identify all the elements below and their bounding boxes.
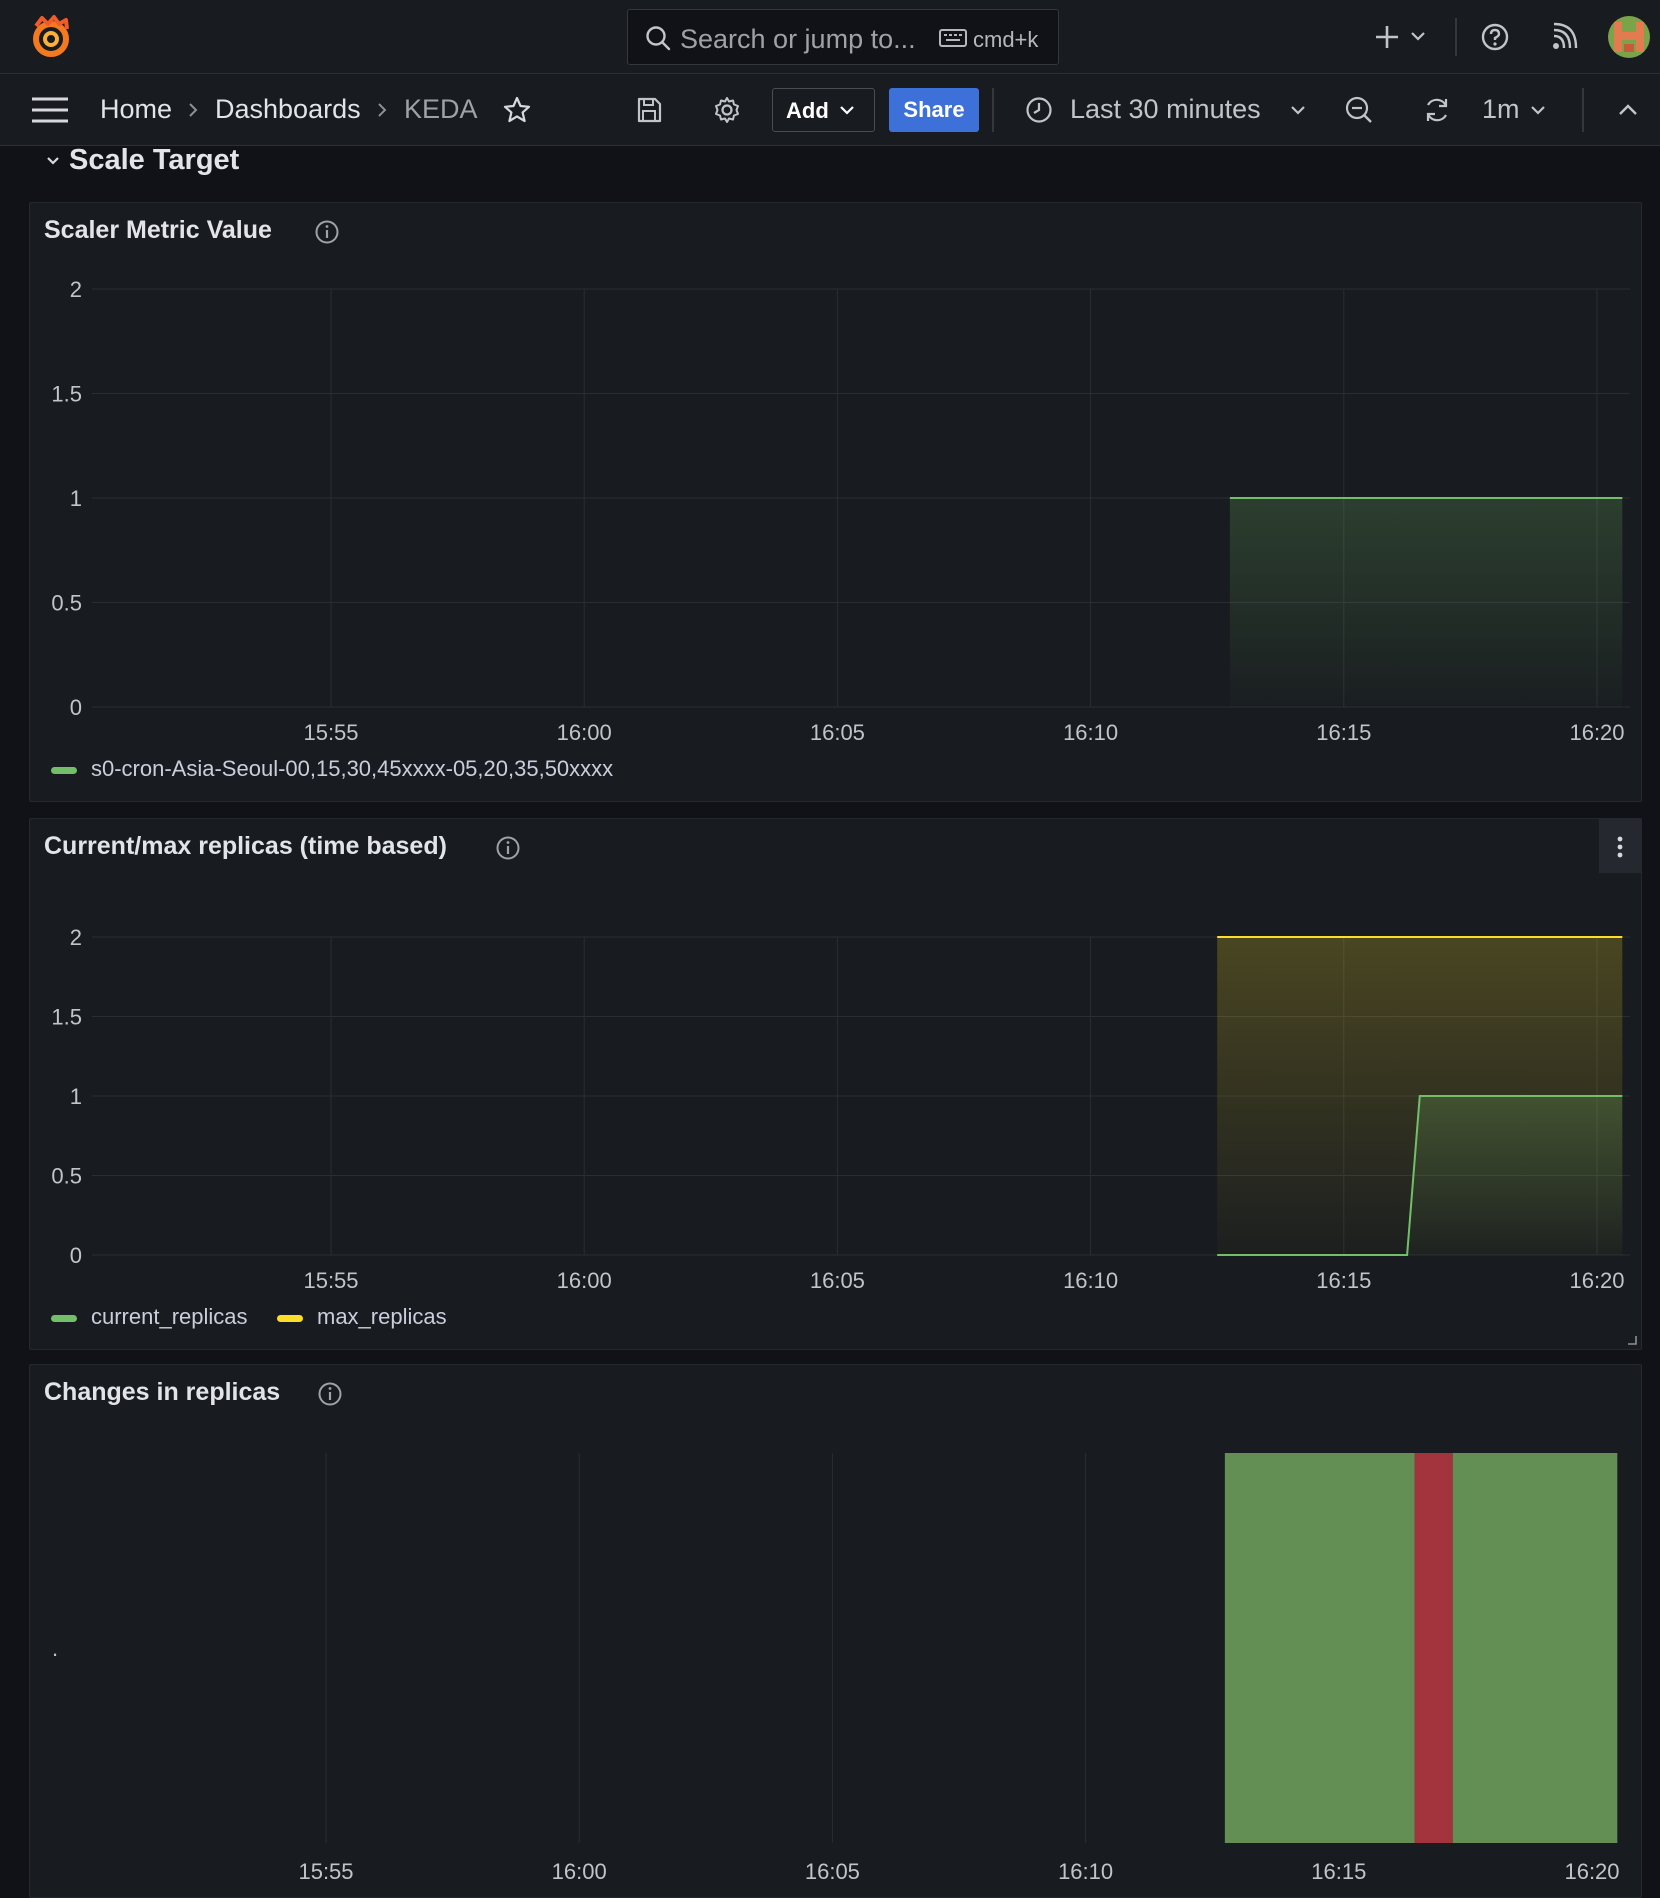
save-icon[interactable] xyxy=(635,96,663,124)
x-tick-label: 16:20 xyxy=(1569,720,1624,745)
settings-gear-icon[interactable] xyxy=(712,95,742,125)
info-icon[interactable] xyxy=(317,1381,343,1407)
y-tick-label: 2 xyxy=(70,925,82,950)
row-collapse-chevron-icon[interactable] xyxy=(46,156,60,166)
series-area-s0-cron-Asia-Seoul-00,15,30,45xxxx-05,20,35,50xxxx xyxy=(1229,498,1623,707)
panel-title: Changes in replicas xyxy=(44,1378,281,1406)
kebab-menu-icon xyxy=(1617,836,1623,858)
x-tick-label: 16:20 xyxy=(1569,1268,1624,1293)
y-tick-label: 0.5 xyxy=(51,591,82,616)
refresh-icon[interactable] xyxy=(1422,95,1452,125)
top-bar: Search or jump to... cmd+k xyxy=(0,0,1660,74)
chevron-right-icon xyxy=(378,103,387,117)
divider xyxy=(1455,18,1457,56)
time-range-picker[interactable]: Last 30 minutes xyxy=(1070,94,1261,124)
divider xyxy=(1582,88,1584,132)
y-tick-label: 1 xyxy=(70,1084,82,1109)
chevron-down-icon[interactable] xyxy=(1290,104,1306,116)
chevron-down-icon[interactable] xyxy=(1530,104,1546,116)
refresh-interval-picker[interactable]: 1m xyxy=(1482,94,1520,124)
share-button[interactable]: Share xyxy=(889,88,979,132)
legend-swatch xyxy=(51,766,77,774)
x-tick-label: 15:55 xyxy=(303,720,358,745)
x-tick-label: 16:15 xyxy=(1316,720,1371,745)
divider xyxy=(992,88,994,132)
keyboard-icon xyxy=(939,29,967,47)
legend-swatch xyxy=(277,1314,303,1322)
search-icon xyxy=(646,26,671,51)
y-tick-label: 0.5 xyxy=(51,1164,82,1189)
panel-current-max-replicas: Current/max replicas (time based) 15:55 1… xyxy=(29,818,1642,1350)
zoom-out-icon[interactable] xyxy=(1344,95,1374,125)
chart-scaler-metric-value[interactable]: 15:55 16:00 16:05 16:10 16:15 16:20 0 0.5 1 1.5 2 xyxy=(30,203,1643,763)
x-tick-label: 16:00 xyxy=(557,720,612,745)
x-tick-label: 16:10 xyxy=(1063,1268,1118,1293)
legend-label: s0-cron-Asia-Seoul-00,15,30,45xxxx-05,20… xyxy=(91,756,614,781)
state-segment xyxy=(1452,1453,1618,1843)
row-title[interactable]: Scale Target xyxy=(69,144,240,176)
x-tick-label: 16:05 xyxy=(805,1859,860,1884)
state-segment xyxy=(1224,1453,1415,1843)
panel-menu-button[interactable] xyxy=(1599,819,1641,873)
panel-title: Scaler Metric Value xyxy=(44,216,272,244)
x-tick-label: 16:00 xyxy=(552,1859,607,1884)
legend-label: max_replicas xyxy=(317,1304,447,1329)
breadcrumb-dashboards[interactable]: Dashboards xyxy=(215,94,361,124)
chart-changes-in-replicas[interactable]: 15:55 16:00 16:05 16:10 16:15 16:20. xyxy=(30,1365,1643,1898)
legend-label: current_replicas xyxy=(91,1304,248,1329)
resize-handle-icon[interactable] xyxy=(1627,1335,1637,1345)
y-tick-label: 1.5 xyxy=(51,382,82,407)
clock-icon[interactable] xyxy=(1025,96,1053,124)
add-button-label: Add xyxy=(786,98,829,123)
add-button[interactable]: Add xyxy=(772,88,875,132)
chevron-up-icon[interactable] xyxy=(1618,103,1638,117)
row-label: . xyxy=(52,1636,58,1661)
legend-item[interactable]: current_replicas xyxy=(51,1304,248,1330)
y-tick-label: 0 xyxy=(70,1243,82,1268)
x-tick-label: 16:10 xyxy=(1058,1859,1113,1884)
panel-title: Current/max replicas (time based) xyxy=(44,832,447,860)
series-line-current_replicas xyxy=(1217,1095,1623,1256)
shortcut-hint: cmd+k xyxy=(973,27,1039,52)
x-tick-label: 16:05 xyxy=(810,720,865,745)
y-tick-label: 2 xyxy=(70,277,82,302)
x-tick-label: 16:10 xyxy=(1063,720,1118,745)
x-tick-label: 16:00 xyxy=(557,1268,612,1293)
search-placeholder: Search or jump to... xyxy=(680,24,916,54)
panel-scaler-metric-value: Scaler Metric Value 15:55 16:00 16:05 16:10… xyxy=(29,202,1642,802)
x-tick-label: 16:15 xyxy=(1311,1859,1366,1884)
info-icon[interactable] xyxy=(314,219,340,245)
y-tick-label: 1 xyxy=(70,486,82,511)
x-tick-label: 16:05 xyxy=(810,1268,865,1293)
help-icon[interactable] xyxy=(1480,22,1510,52)
chevron-down-icon xyxy=(840,106,854,115)
menu-icon[interactable] xyxy=(32,96,68,124)
grafana-logo-icon[interactable] xyxy=(28,14,74,60)
panel-changes-in-replicas: Changes in replicas 15:55 16:00 16:05 16:10… xyxy=(29,1364,1642,1898)
search-input[interactable]: Search or jump to... cmd+k xyxy=(627,9,1059,65)
state-segment xyxy=(1414,1453,1453,1843)
legend-item[interactable]: s0-cron-Asia-Seoul-00,15,30,45xxxx-05,20… xyxy=(51,756,613,782)
x-tick-label: 16:20 xyxy=(1564,1859,1619,1884)
info-icon[interactable] xyxy=(495,835,521,861)
legend-item[interactable]: max_replicas xyxy=(277,1304,447,1330)
plus-icon[interactable] xyxy=(1372,22,1402,52)
y-tick-label: 0 xyxy=(70,695,82,720)
legend-swatch xyxy=(51,1314,77,1322)
x-tick-label: 15:55 xyxy=(303,1268,358,1293)
chart-current-max-replicas[interactable]: 15:55 16:00 16:05 16:10 16:15 16:20 0 0.5 1 1.5 2 xyxy=(30,819,1643,1319)
series-area-current_replicas xyxy=(1217,1096,1623,1255)
x-tick-label: 16:15 xyxy=(1316,1268,1371,1293)
x-tick-label: 15:55 xyxy=(298,1859,353,1884)
avatar[interactable] xyxy=(1608,16,1650,58)
chevron-down-icon[interactable] xyxy=(1410,30,1426,42)
chevron-right-icon xyxy=(189,103,198,117)
breadcrumb-current: KEDA xyxy=(404,94,478,124)
star-icon[interactable] xyxy=(502,95,532,125)
y-tick-label: 1.5 xyxy=(51,1005,82,1030)
news-feed-icon[interactable] xyxy=(1550,22,1578,52)
breadcrumb-home[interactable]: Home xyxy=(100,94,173,124)
